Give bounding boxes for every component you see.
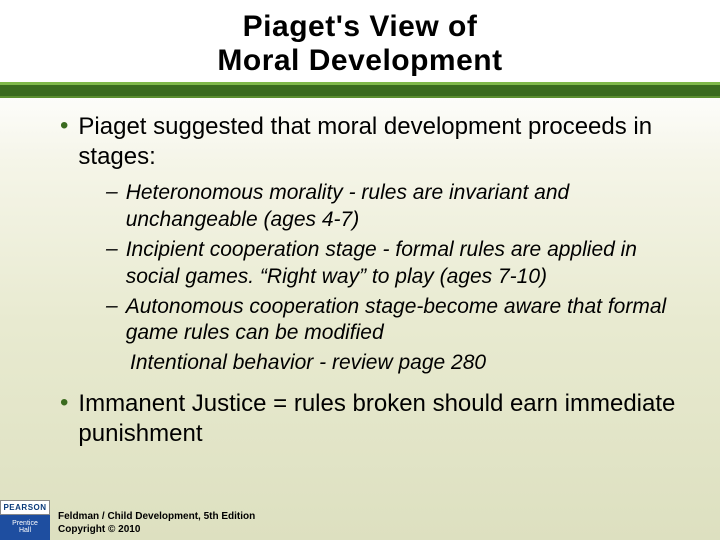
footer-text: Feldman / Child Development, 5th Edition… [50, 511, 255, 540]
title-line-1: Piaget's View of [40, 10, 680, 44]
sub-bullet-2: – Incipient cooperation stage - formal r… [106, 237, 676, 291]
slide: Piaget's View of Moral Development • Pia… [0, 0, 720, 540]
sub-bullet-3-text: Autonomous cooperation stage-become awar… [126, 294, 676, 348]
dash-icon: – [106, 294, 118, 348]
sub-line-text: Intentional behavior - review page 280 [106, 350, 676, 377]
sub-bullet-list: – Heteronomous morality - rules are inva… [60, 180, 676, 377]
content-area: • Piaget suggested that moral developmen… [0, 98, 720, 449]
logo2-line1: Prentice [0, 520, 50, 528]
prentice-hall-logo: Prentice Hall [0, 515, 50, 540]
bullet-main-1: • Piaget suggested that moral developmen… [60, 112, 676, 172]
dash-icon: – [106, 237, 118, 291]
bullet-main-2-text: Immanent Justice = rules broken should e… [78, 389, 676, 449]
bullet-main-1-text: Piaget suggested that moral development … [78, 112, 676, 172]
slide-title: Piaget's View of Moral Development [0, 0, 720, 82]
logo2-line2: Hall [0, 527, 50, 535]
footer-citation: Feldman / Child Development, 5th Edition [58, 511, 255, 524]
pearson-logo: PEARSON [0, 500, 50, 515]
accent-bar [0, 82, 720, 98]
bullet-dot-icon: • [60, 112, 68, 172]
publisher-logos: PEARSON Prentice Hall [0, 500, 50, 540]
sub-bullet-2-text: Incipient cooperation stage - formal rul… [126, 237, 676, 291]
slide-footer: PEARSON Prentice Hall Feldman / Child De… [0, 500, 720, 540]
bullet-main-2: • Immanent Justice = rules broken should… [60, 389, 676, 449]
bullet-dot-icon: • [60, 389, 68, 449]
footer-copyright: Copyright © 2010 [58, 524, 255, 537]
sub-bullet-1-text: Heteronomous morality - rules are invari… [126, 180, 676, 234]
title-line-2: Moral Development [40, 44, 680, 78]
sub-bullet-1: – Heteronomous morality - rules are inva… [106, 180, 676, 234]
sub-bullet-3: – Autonomous cooperation stage-become aw… [106, 294, 676, 348]
dash-icon: – [106, 180, 118, 234]
